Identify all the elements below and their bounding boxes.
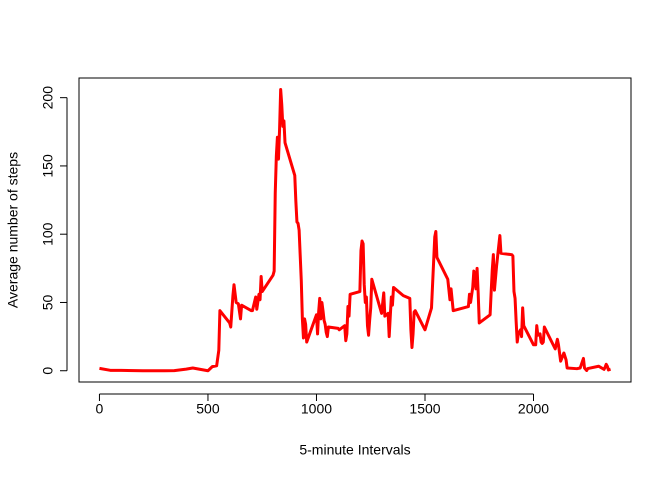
x-tick-label: 0 <box>96 401 104 417</box>
data-line <box>99 87 612 373</box>
y-tick-label: 200 <box>40 86 56 110</box>
y-axis-label: Average number of steps <box>5 152 21 308</box>
x-tick-label: 1000 <box>301 401 332 417</box>
y-tick-label: 0 <box>40 367 56 375</box>
x-tick-label: 500 <box>196 401 220 417</box>
plot-box <box>78 77 632 383</box>
x-tick-label: 2000 <box>518 401 549 417</box>
x-axis-label: 5-minute Intervals <box>299 442 410 458</box>
y-tick-label: 100 <box>40 222 56 246</box>
y-tick-label: 150 <box>40 154 56 178</box>
y-tick-label: 50 <box>40 294 56 310</box>
x-tick-label: 1500 <box>409 401 440 417</box>
